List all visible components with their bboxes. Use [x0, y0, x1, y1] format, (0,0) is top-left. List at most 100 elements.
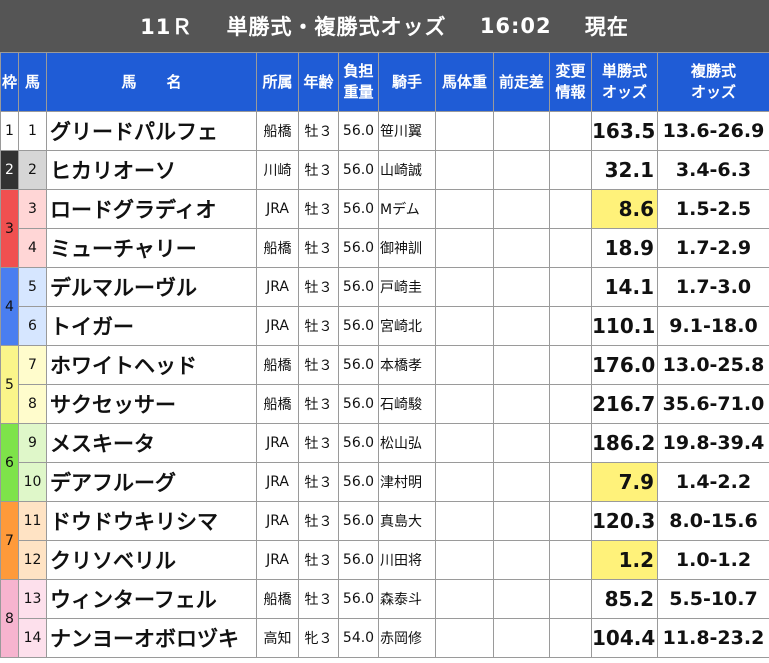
horse-name-cell: ホワイトヘッド: [46, 345, 257, 385]
place-odds-cell: 1.4-2.2: [657, 462, 769, 502]
prev-diff-cell: [493, 111, 550, 151]
col-header-waku: 枠: [0, 52, 19, 112]
weight-cell: 56.0: [338, 540, 379, 580]
change-info-cell: [549, 306, 592, 346]
affiliation-cell: 川崎: [256, 150, 299, 190]
body-weight-cell: [435, 345, 494, 385]
prev-diff-cell: [493, 423, 550, 463]
win-odds-cell: 85.2: [591, 579, 658, 619]
umaban-cell: 11: [18, 501, 47, 541]
table-row[interactable]: 1 1 グリードパルフェ 船橋 牡３ 56.0 笹川翼 163.5 13.6-26.9: [0, 111, 769, 151]
umaban-cell: 2: [18, 150, 47, 190]
place-odds-cell: 19.8-39.4: [657, 423, 769, 463]
change-info-cell: [549, 189, 592, 229]
table-row[interactable]: 2 2 ヒカリオーソ 川崎 牡３ 56.0 山崎誠 32.1 3.4-6.3: [0, 150, 769, 190]
win-odds-cell: 186.2: [591, 423, 658, 463]
jockey-cell: 津村明: [378, 462, 436, 502]
win-odds-cell: 1.2: [591, 540, 658, 580]
table-row[interactable]: 6 トイガー JRA 牡３ 56.0 宮崎北 110.1 9.1-18.0: [1, 306, 769, 346]
col-header-weight: 負担 重量: [338, 52, 379, 112]
win-odds-cell: 120.3: [591, 501, 658, 541]
update-time: 16:02: [479, 14, 552, 38]
sex-age-cell: 牡３: [298, 540, 339, 580]
prev-diff-cell: [493, 345, 550, 385]
weight-cell: 56.0: [338, 423, 379, 463]
jockey-cell: 真島大: [378, 501, 436, 541]
umaban-cell: 4: [18, 228, 47, 268]
jockey-cell: 山崎誠: [378, 150, 436, 190]
header-row: 枠 馬 馬 名 所属 年齢 負担 重量 騎手 馬体重 前走差 変更 情報 単勝式 オッ…: [0, 52, 769, 112]
col-header-win-odds: 単勝式 オッズ: [591, 52, 658, 112]
weight-cell: 56.0: [338, 462, 379, 502]
win-odds-cell: 18.9: [591, 228, 658, 268]
horse-name-cell: ミューチャリー: [46, 228, 257, 268]
table-row[interactable]: 10 デアフルーグ JRA 牡３ 56.0 津村明 7.9 1.4-2.2: [1, 462, 769, 502]
table-row[interactable]: 3 3 ロードグラディオ JRA 牡３ 56.0 Mデム 8.6 1.5-2.5: [0, 189, 769, 268]
body-weight-cell: [435, 423, 494, 463]
title-gap-3: [552, 14, 585, 38]
change-info-cell: [549, 384, 592, 424]
jockey-cell: 松山弘: [378, 423, 436, 463]
change-info-cell: [549, 462, 592, 502]
weight-cell: 56.0: [338, 111, 379, 151]
body-weight-cell: [435, 189, 494, 229]
col-header-jockey: 騎手: [378, 52, 436, 112]
body-weight-cell: [435, 618, 494, 658]
place-odds-cell: 13.6-26.9: [657, 111, 769, 151]
table-row[interactable]: 8 13 ウィンターフェル 船橋 牡３ 56.0 森泰斗 85.2 5.5-10.7: [0, 579, 769, 658]
waku-cell: 3: [0, 189, 19, 268]
table-row[interactable]: 4 ミューチャリー 船橋 牡３ 56.0 御神訓 18.9 1.7-2.9: [1, 228, 769, 268]
sex-age-cell: 牡３: [298, 228, 339, 268]
sex-age-cell: 牡３: [298, 150, 339, 190]
table-row[interactable]: 14 ナンヨーオボロヅキ 高知 牝３ 54.0 赤岡修 104.4 11.8-23.2: [1, 618, 769, 658]
col-header-change: 変更 情報: [549, 52, 592, 112]
table-row[interactable]: 12 クリソベリル JRA 牡３ 56.0 川田将 1.2 1.0-1.2: [1, 540, 769, 580]
body-weight-cell: [435, 150, 494, 190]
horse-name-cell: サクセッサー: [46, 384, 257, 424]
jockey-cell: 川田将: [378, 540, 436, 580]
table-row[interactable]: 4 5 デルマルーヴル JRA 牡３ 56.0 戸崎圭 14.1 1.7-3.0: [0, 267, 769, 346]
prev-diff-cell: [493, 579, 550, 619]
prev-diff-cell: [493, 150, 550, 190]
waku-cell: 5: [0, 345, 19, 424]
umaban-cell: 8: [18, 384, 47, 424]
umaban-cell: 14: [18, 618, 47, 658]
umaban-cell: 12: [18, 540, 47, 580]
weight-cell: 56.0: [338, 306, 379, 346]
weight-cell: 56.0: [338, 579, 379, 619]
horse-name-cell: ドウドウキリシマ: [46, 501, 257, 541]
body-weight-cell: [435, 384, 494, 424]
title-gap-2: [447, 14, 480, 38]
umaban-cell: 13: [18, 579, 47, 619]
horse-name-cell: デアフルーグ: [46, 462, 257, 502]
place-odds-cell: 1.7-2.9: [657, 228, 769, 268]
place-odds-cell: 35.6-71.0: [657, 384, 769, 424]
table-row[interactable]: 5 7 ホワイトヘッド 船橋 牡３ 56.0 本橋孝 176.0 13.0-25.8: [0, 345, 769, 424]
affiliation-cell: JRA: [256, 189, 299, 229]
table-row[interactable]: 7 11 ドウドウキリシマ JRA 牡３ 56.0 真島大 120.3 8.0-15.6: [0, 501, 769, 580]
prev-diff-cell: [493, 306, 550, 346]
umaban-cell: 10: [18, 462, 47, 502]
change-info-cell: [549, 618, 592, 658]
affiliation-cell: 高知: [256, 618, 299, 658]
body-weight-cell: [435, 462, 494, 502]
table-row[interactable]: 6 9 メスキータ JRA 牡３ 56.0 松山弘 186.2 19.8-39.4: [0, 423, 769, 502]
waku-cell: 7: [0, 501, 19, 580]
prev-diff-cell: [493, 462, 550, 502]
horse-name-cell: ヒカリオーソ: [46, 150, 257, 190]
change-info-cell: [549, 540, 592, 580]
table-row[interactable]: 8 サクセッサー 船橋 牡３ 56.0 石崎駿 216.7 35.6-71.0: [1, 384, 769, 424]
col-header-name: 馬 名: [46, 52, 257, 112]
jockey-cell: 笹川翼: [378, 111, 436, 151]
affiliation-cell: JRA: [256, 501, 299, 541]
col-header-sex-age: 年齢: [298, 52, 339, 112]
change-info-cell: [549, 150, 592, 190]
affiliation-cell: JRA: [256, 306, 299, 346]
place-odds-cell: 1.7-3.0: [657, 267, 769, 307]
sex-age-cell: 牡３: [298, 111, 339, 151]
change-info-cell: [549, 501, 592, 541]
title-bar: 11Ｒ 単勝式・複勝式オッズ 16:02 現在: [0, 0, 769, 52]
affiliation-cell: 船橋: [256, 111, 299, 151]
jockey-cell: 石崎駿: [378, 384, 436, 424]
place-odds-cell: 11.8-23.2: [657, 618, 769, 658]
